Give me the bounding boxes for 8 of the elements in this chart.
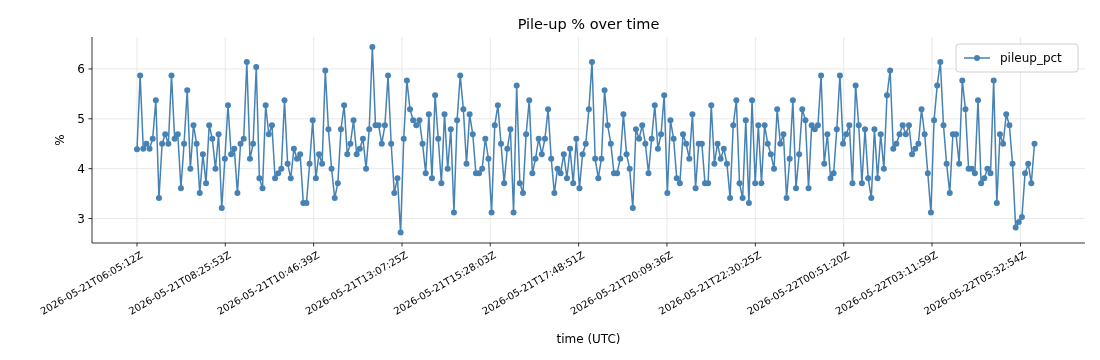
y-tick-label: 6	[77, 62, 85, 77]
y-tick-label: 5	[77, 112, 85, 126]
chart-title: Pile-up % over time	[517, 16, 660, 32]
y-axis-title: %	[53, 134, 67, 146]
x-axis-title: time (UTC)	[556, 332, 621, 346]
y-tick-label: 3	[77, 211, 85, 226]
y-tick-label: 4	[77, 161, 85, 176]
legend-label: pileup_pct	[1000, 51, 1063, 66]
